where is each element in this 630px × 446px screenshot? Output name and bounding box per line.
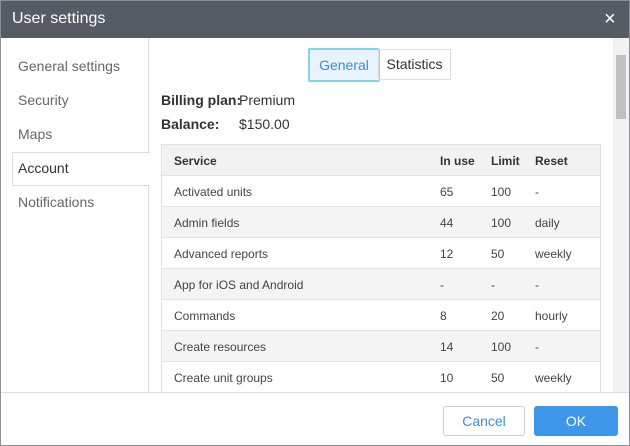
cell: 20 — [491, 309, 505, 323]
table-header: Service In use Limit Reset — [162, 145, 600, 176]
cell: Activated units — [174, 185, 253, 199]
balance: $150.00 — [239, 116, 290, 132]
scroll-thumb[interactable] — [616, 55, 626, 119]
cell: weekly — [535, 247, 572, 261]
cell: - — [535, 185, 539, 199]
cell: 65 — [440, 185, 454, 199]
table-row: Create resources 14 100 - — [162, 331, 600, 362]
cell: Create unit groups — [174, 371, 273, 385]
content: General Statistics Billing plan: Premium… — [149, 38, 613, 392]
cell: 8 — [440, 309, 447, 323]
balance-label: Balance: — [161, 116, 220, 132]
tab[interactable]: Statistics — [378, 49, 451, 80]
cell: - — [535, 278, 539, 292]
cell: hourly — [535, 309, 568, 323]
footer: Cancel OK — [1, 392, 629, 445]
nav-item[interactable]: General settings — [18, 58, 120, 74]
table-row: Admin fields 44 100 daily — [162, 207, 600, 238]
cell: - — [535, 340, 539, 354]
nav-item[interactable]: Security — [18, 92, 69, 108]
dialog-title: User settings — [12, 10, 106, 27]
header-cell: Service — [174, 154, 217, 168]
cell: Advanced reports — [174, 247, 269, 261]
cell: 12 — [440, 247, 454, 261]
billing-label: Billing plan: — [161, 92, 242, 108]
header-cell: In use — [440, 154, 475, 168]
cell: 50 — [491, 247, 505, 261]
nav-selection — [12, 152, 150, 186]
cell: 100 — [491, 340, 512, 354]
scrollbar[interactable] — [613, 38, 629, 392]
cell: daily — [535, 216, 560, 230]
table: Service In use Limit Reset Activated units 65… — [161, 144, 601, 392]
cancel-button[interactable]: Cancel — [443, 406, 525, 436]
tab[interactable]: General — [308, 48, 380, 82]
table-row: Create unit groups 10 50 weekly — [162, 362, 600, 392]
title-bar: User settings × — [1, 1, 629, 38]
side-nav: General settings Security Maps Account Notif… — [1, 38, 150, 392]
cell: - — [440, 278, 444, 292]
header-cell: Limit — [491, 154, 520, 168]
cell: weekly — [535, 371, 572, 385]
cell: 100 — [491, 216, 512, 230]
cell: Admin fields — [174, 216, 240, 230]
table-row: Advanced reports 12 50 weekly — [162, 238, 600, 269]
close-button[interactable]: × — [604, 8, 616, 30]
cell: - — [491, 278, 495, 292]
cell: 10 — [440, 371, 454, 385]
nav-item[interactable]: Account — [18, 160, 69, 176]
ok-button[interactable]: OK — [534, 406, 618, 436]
cell: 44 — [440, 216, 454, 230]
billing-plan: Premium — [239, 92, 296, 108]
cell: 100 — [491, 185, 512, 199]
nav-item[interactable]: Maps — [18, 126, 53, 142]
nav-item[interactable]: Notifications — [18, 194, 95, 210]
cell: 14 — [440, 340, 454, 354]
table-row: Activated units 65 100 - — [162, 176, 600, 207]
table-row: Commands 8 20 hourly — [162, 300, 600, 331]
cell: 50 — [491, 371, 505, 385]
cell: Commands — [174, 309, 236, 323]
header-cell: Reset — [535, 154, 568, 168]
cell: Create resources — [174, 340, 267, 354]
table-row: App for iOS and Android - - - — [162, 269, 600, 300]
cell: App for iOS and Android — [174, 278, 304, 292]
